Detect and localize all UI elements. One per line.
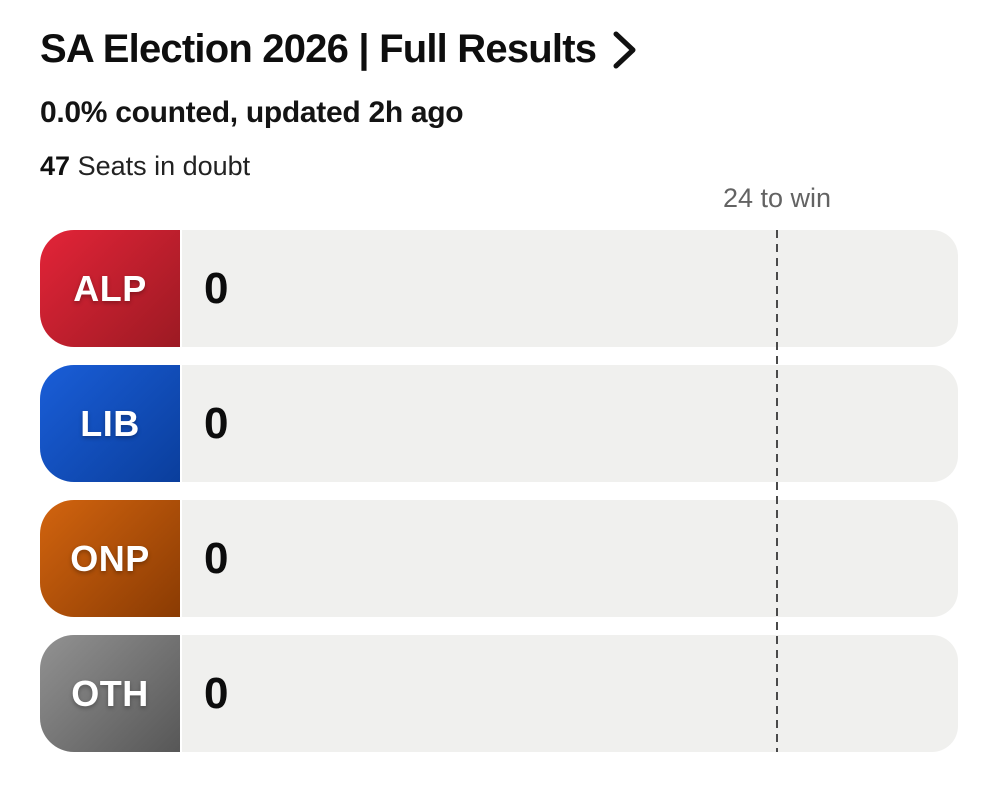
seat-bar-track-lib: 0 (182, 365, 958, 483)
seat-count: 0 (204, 398, 229, 448)
chevron-right-icon (613, 31, 636, 69)
party-row-onp: ONP 0 (40, 500, 958, 618)
party-label: ALP (73, 267, 147, 309)
party-badge-alp: ALP (40, 230, 180, 348)
party-label: OTH (71, 672, 149, 714)
seats-bar-chart: 24 to win ALP 0 LIB 0 ONP 0 (40, 183, 958, 753)
seat-bar-track-alp: 0 (182, 230, 958, 348)
seats-in-doubt: 47 Seats in doubt (40, 151, 958, 182)
party-row-alp: ALP 0 (40, 230, 958, 348)
party-badge-oth: OTH (40, 635, 180, 753)
party-label: LIB (80, 402, 140, 444)
seats-in-doubt-value: 47 (40, 151, 71, 181)
party-badge-lib: LIB (40, 365, 180, 483)
seats-in-doubt-label: Seats in doubt (77, 151, 251, 181)
count-status: 0.0% counted, updated 2h ago (40, 96, 464, 129)
seat-count: 0 (204, 263, 229, 313)
party-row-lib: LIB 0 (40, 365, 958, 483)
seat-bar-track-onp: 0 (182, 500, 958, 618)
party-row-oth: OTH 0 (40, 635, 958, 753)
party-badge-onp: ONP (40, 500, 180, 618)
seat-bar-track-oth: 0 (182, 635, 958, 753)
party-label: ONP (70, 537, 150, 579)
election-results-widget: SA Election 2026 | Full Results 0.0% cou… (40, 26, 958, 753)
full-results-link[interactable]: SA Election 2026 | Full Results (40, 26, 638, 72)
page-title: SA Election 2026 | Full Results (40, 27, 597, 71)
target-line (776, 230, 778, 753)
target-label: 24 to win (722, 183, 832, 214)
seat-count: 0 (204, 533, 229, 583)
seat-count: 0 (204, 668, 229, 718)
